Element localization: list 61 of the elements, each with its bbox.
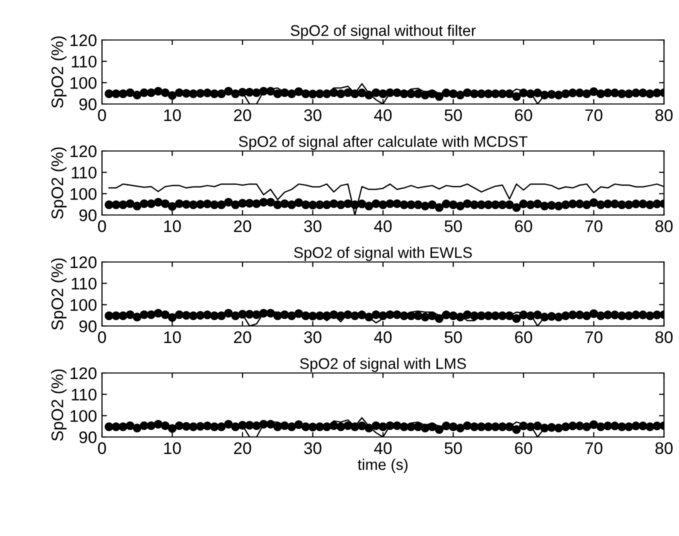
y-tick-label: 110	[72, 388, 96, 401]
y-tick-label: 90	[79, 431, 96, 444]
x-tick-label: 80	[655, 109, 673, 122]
y-tick-label: 110	[72, 166, 96, 179]
x-tick-label: 70	[585, 442, 602, 454]
x-tick-label: 0	[98, 220, 106, 232]
x-tick-label: 20	[234, 220, 252, 232]
x-tick-label: 10	[164, 442, 181, 454]
x-tick-label: 60	[515, 109, 532, 122]
x-tick-label: 50	[444, 442, 462, 454]
x-tick-label: 20	[234, 331, 252, 344]
x-tick-label: 10	[164, 109, 181, 122]
x-tick-label: 10	[164, 331, 181, 344]
x-tick-label: 80	[655, 331, 673, 344]
x-tick-label: 20	[234, 109, 252, 122]
x-tick-label: 0	[98, 442, 106, 454]
x-tick-label: 30	[304, 331, 322, 344]
chart-title: SpO2 of signal with EWLS	[294, 246, 472, 262]
y-tick-label: 110	[72, 278, 96, 290]
x-tick-label: 50	[444, 109, 462, 122]
x-tick-label: 60	[515, 331, 532, 344]
y-tick-label: 110	[72, 56, 96, 68]
x-tick-label: 70	[585, 331, 602, 344]
x-tick-label: 30	[304, 442, 322, 454]
y-tick-label: 100	[70, 410, 96, 422]
x-axis-title: time (s)	[358, 458, 408, 474]
chart-title: SpO2 of signal without filter	[290, 24, 476, 40]
x-tick-label: 80	[655, 220, 673, 232]
x-tick-label: 0	[98, 109, 106, 122]
y-tick-label: 120	[70, 34, 96, 46]
x-tick-label: 0	[98, 331, 106, 344]
y-axis-title: SpO2 (%)	[51, 369, 67, 441]
x-tick-label: 20	[234, 442, 252, 454]
x-tick-label: 40	[374, 442, 392, 454]
y-tick-label: 120	[70, 145, 96, 158]
y-tick-label: 120	[70, 367, 96, 380]
x-tick-label: 40	[374, 109, 392, 122]
x-tick-label: 60	[515, 220, 532, 232]
x-tick-label: 50	[444, 331, 462, 344]
chart-title: SpO2 of signal with LMS	[300, 358, 466, 372]
x-tick-label: 70	[585, 109, 602, 122]
y-tick-label: 100	[70, 299, 96, 311]
x-tick-label: 30	[304, 109, 322, 122]
y-axis-title: SpO2 (%)	[51, 258, 67, 330]
x-tick-label: 10	[164, 220, 181, 232]
y-tick-label: 90	[79, 320, 96, 332]
x-tick-label: 40	[374, 331, 392, 344]
x-tick-label: 70	[585, 220, 602, 232]
x-tick-label: 80	[655, 442, 673, 454]
y-tick-label: 100	[70, 188, 96, 200]
x-tick-label: 60	[515, 442, 532, 454]
y-tick-label: 90	[79, 98, 96, 110]
y-axis-title: SpO2 (%)	[51, 147, 67, 219]
chart-title: SpO2 of signal after calculate with MCDST	[238, 136, 528, 150]
x-tick-label: 40	[374, 220, 392, 232]
y-axis-title: SpO2 (%)	[51, 36, 67, 108]
y-tick-label: 100	[70, 77, 96, 89]
y-tick-label: 120	[70, 256, 96, 268]
x-tick-label: 50	[444, 220, 462, 232]
x-tick-label: 30	[304, 220, 322, 232]
y-tick-label: 90	[79, 209, 96, 222]
